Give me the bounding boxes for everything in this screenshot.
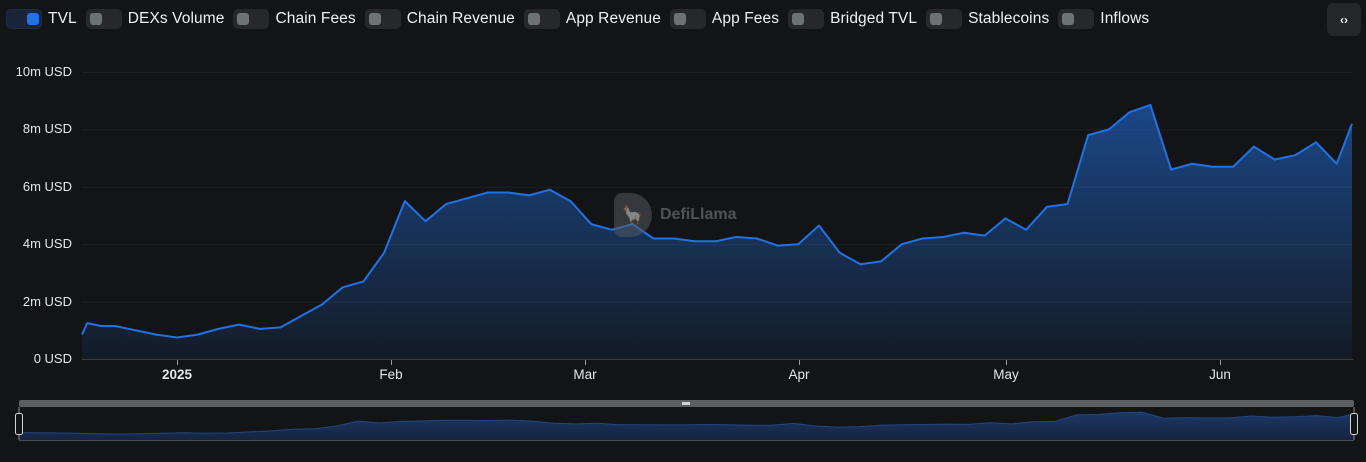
app-revenue-label: App Revenue [565, 10, 661, 27]
switch-knob [673, 13, 686, 25]
navigator-line [18, 411, 1355, 435]
dexs-volume-switch[interactable] [85, 9, 122, 29]
y-tick-label: 0 USD [33, 351, 72, 366]
x-tick-label: Mar [573, 367, 597, 382]
range-navigator[interactable] [15, 400, 1358, 441]
navigator-left-handle[interactable] [15, 413, 23, 435]
y-tick-label: 8m USD [22, 121, 72, 137]
x-tick-label: May [993, 367, 1019, 382]
switch-knob [792, 13, 805, 25]
tvl-switch[interactable] [6, 9, 42, 29]
toggle-app-fees[interactable]: App Fees [669, 9, 780, 29]
inflows-label: Inflows [1100, 10, 1150, 27]
toggle-inflows[interactable]: Inflows [1058, 9, 1149, 29]
switch-knob [368, 13, 381, 25]
switch-knob [89, 13, 102, 25]
bridged-tvl-label: Bridged TVL [830, 10, 918, 27]
toggle-dexs-volume[interactable]: DEXs Volume [85, 9, 225, 29]
toggle-bridged-tvl[interactable]: Bridged TVL [788, 9, 917, 29]
x-tick-label: Apr [788, 367, 810, 382]
embed-code-button[interactable]: ‹› [1327, 3, 1361, 36]
y-tick-label: 6m USD [22, 178, 72, 194]
navigator-right-handle[interactable] [1350, 413, 1358, 435]
switch-knob [930, 13, 943, 25]
x-axis-ticks [177, 360, 1221, 365]
scrollbar-grip-icon [682, 402, 690, 405]
toggle-chain-revenue[interactable]: Chain Revenue [364, 9, 515, 29]
app-fees-label: App Fees [711, 10, 780, 27]
toggle-tvl[interactable]: TVL [6, 9, 77, 29]
app-fees-switch[interactable] [669, 9, 706, 29]
navigator-area [19, 412, 1354, 440]
toggle-chain-fees[interactable]: Chain Fees [233, 9, 356, 29]
stablecoins-switch[interactable] [926, 9, 963, 29]
switch-knob [527, 13, 540, 25]
bridged-tvl-switch[interactable] [788, 9, 825, 29]
metric-toggle-bar: TVL DEXs Volume Chain Fees Chain Revenue App… [6, 8, 1158, 30]
toggle-app-revenue[interactable]: App Revenue [523, 9, 661, 29]
chain-revenue-label: Chain Revenue [406, 10, 515, 27]
dexs-volume-label: DEXs Volume [127, 10, 225, 27]
app-revenue-switch[interactable] [523, 9, 560, 29]
tvl-label: TVL [48, 10, 77, 27]
switch-knob [1062, 13, 1075, 25]
stablecoins-label: Stablecoins [968, 10, 1050, 27]
x-tick-label: 2025 [161, 367, 193, 382]
defillama-watermark: 🦙 DefiLlama [614, 193, 736, 237]
x-tick-label: Jun [1209, 367, 1231, 382]
y-tick-label: 4m USD [22, 236, 72, 252]
y-tick-label: 2m USD [22, 293, 72, 309]
chain-revenue-switch[interactable] [364, 9, 401, 29]
llama-logo-icon: 🦙 [614, 193, 652, 237]
tvl-area [82, 105, 1352, 359]
chain-fees-label: Chain Fees [275, 10, 356, 27]
switch-knob [27, 13, 39, 25]
chain-fees-switch[interactable] [233, 9, 270, 29]
y-tick-label: 10m USD [15, 64, 72, 79]
toggle-stablecoins[interactable]: Stablecoins [926, 9, 1049, 29]
tvl-line[interactable] [81, 104, 1353, 339]
switch-knob [237, 13, 250, 25]
x-tick-label: Feb [379, 367, 403, 382]
inflows-switch[interactable] [1058, 9, 1095, 29]
code-brackets-icon: ‹› [1340, 12, 1348, 27]
